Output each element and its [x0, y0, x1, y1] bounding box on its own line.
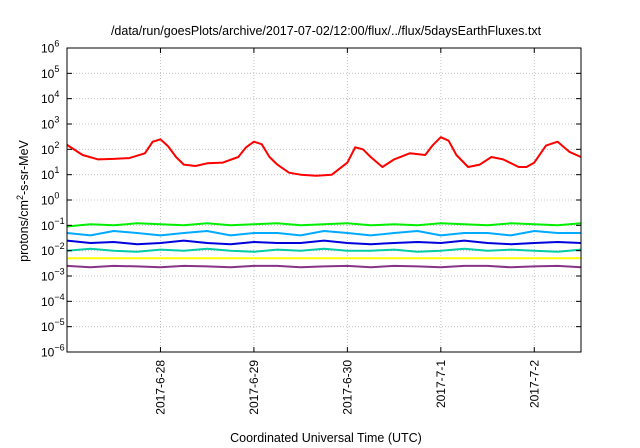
y-tick-label: 100	[41, 191, 59, 208]
y-tick-label: 10−2	[41, 241, 65, 258]
y-tick-label: 104	[41, 89, 59, 106]
plot-frame	[66, 47, 582, 353]
x-tick-label: 2017-7-2	[527, 360, 541, 408]
y-tick-label: 103	[41, 115, 59, 132]
y-tick-label: 10−3	[41, 267, 65, 284]
x-tick-label: 2017-7-1	[434, 360, 448, 408]
y-tick-label: 10−1	[41, 216, 65, 233]
y-axis-ticks: 10−6 10−5 10−4 10−3 10−2 10−1 100 101 102 103 104 1…	[41, 39, 581, 360]
y-tick-label: 10−4	[41, 292, 65, 309]
y-tick-label: 106	[41, 39, 59, 56]
flux-series-line	[66, 264, 582, 269]
y-tick-label: 101	[41, 165, 59, 182]
x-tick-label: 2017-6-30	[340, 360, 354, 415]
flux-series-line	[66, 239, 582, 246]
x-tick-label: 2017-6-29	[247, 360, 261, 415]
flux-series-line	[66, 222, 582, 228]
grid-lines	[67, 48, 581, 352]
y-axis-title: protons/cm2-s-sr-MeV	[15, 139, 31, 261]
flux-series-line	[66, 136, 582, 177]
flux-series-line	[66, 230, 581, 237]
plot-series	[66, 136, 582, 269]
x-axis-ticks: 2017-6-28 2017-6-29 2017-6-30 2017-7-1 2017-…	[153, 48, 541, 415]
x-axis-title: Coordinated Universal Time (UTC)	[230, 431, 422, 445]
y-tick-label: 105	[41, 64, 59, 81]
chart-title: /data/run/goesPlots/archive/2017-07-02/1…	[111, 24, 542, 38]
y-tick-label: 10−5	[41, 317, 65, 334]
flux-series-line	[66, 247, 582, 253]
y-tick-label: 102	[41, 140, 59, 157]
y-tick-label: 10−6	[41, 343, 65, 360]
x-tick-label: 2017-6-28	[153, 360, 167, 415]
